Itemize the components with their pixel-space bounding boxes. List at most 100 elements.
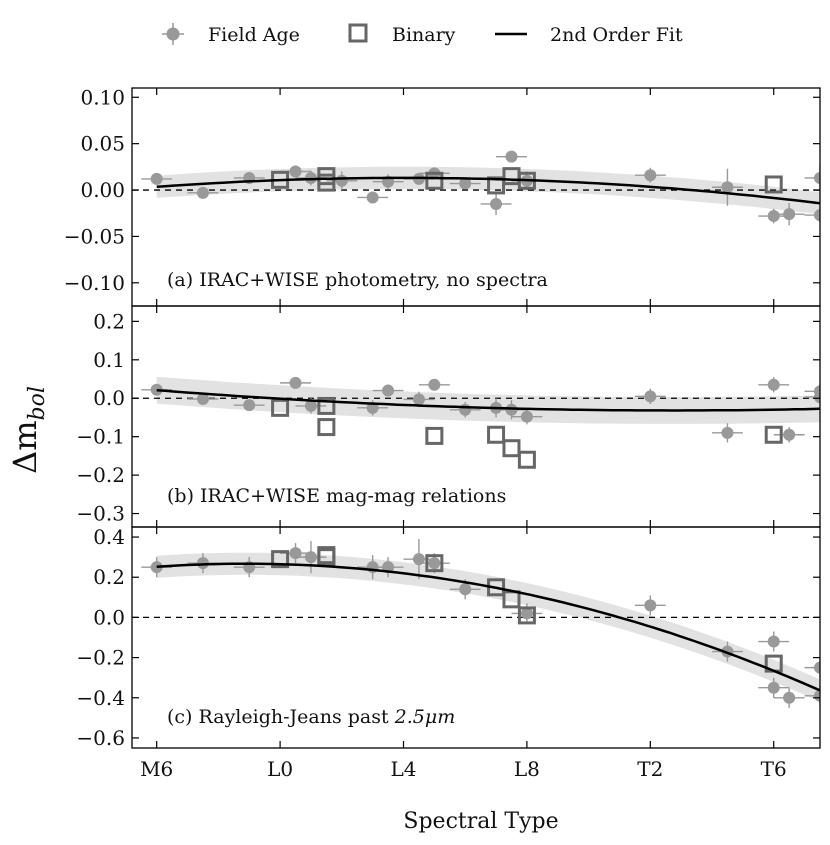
y-tick-label: −0.05 xyxy=(64,224,125,248)
field-point-marker xyxy=(428,378,441,391)
field-point-marker xyxy=(814,209,820,222)
field-point xyxy=(372,384,404,397)
field-point xyxy=(233,399,265,412)
field-point-marker xyxy=(289,376,302,389)
legend-binary-marker xyxy=(348,23,368,43)
field-point xyxy=(403,539,435,580)
binary-marker xyxy=(317,418,336,437)
field-point xyxy=(804,207,820,223)
legend-entry-fit: 2nd Order Fit xyxy=(495,24,683,46)
field-point-marker xyxy=(412,393,425,406)
y-tick-label: −0.4 xyxy=(76,686,125,710)
field-point-marker xyxy=(767,210,780,223)
binary-marker xyxy=(487,425,506,444)
field-point xyxy=(295,541,327,574)
y-tick-label: −0.2 xyxy=(76,646,125,670)
field-point xyxy=(773,687,805,708)
field-point-marker xyxy=(814,171,820,184)
field-point xyxy=(357,191,389,204)
field-point xyxy=(634,167,666,183)
field-point-marker xyxy=(721,426,734,439)
binary-marker xyxy=(517,450,536,469)
field-point-marker xyxy=(644,599,657,612)
y-tick-label: 0.2 xyxy=(93,309,125,333)
y-tick-label: 0.00 xyxy=(80,178,125,202)
y-tick-label: −0.3 xyxy=(76,502,125,526)
binary-marker xyxy=(271,398,290,417)
field-point-marker xyxy=(520,410,533,423)
field-point-marker xyxy=(490,197,503,210)
panel-c-plot-area: 0.4 0.2 0.0 −0.2 −0.4 −0.6 xyxy=(76,525,821,750)
binary-marker xyxy=(425,171,444,190)
y-tick-label: 0.0 xyxy=(93,605,125,629)
field-point-marker xyxy=(335,174,348,187)
y-tick-label: 0.10 xyxy=(80,85,125,109)
field-point-marker xyxy=(150,383,163,396)
field-point xyxy=(480,192,512,216)
panel-c-label-text: (c) Rayleigh-Jeans past xyxy=(167,706,389,728)
field-point-marker xyxy=(289,165,302,178)
panel-frame xyxy=(131,526,821,749)
y-tick-label: −0.6 xyxy=(76,726,125,750)
field-point xyxy=(141,172,173,185)
panel-c: 0.4 0.2 0.0 −0.2 −0.4 −0.6 (c) Rayleigh-Jeans… xyxy=(76,525,821,750)
field-point-marker xyxy=(459,403,472,416)
panel-b-clipped xyxy=(132,376,820,469)
y-tick-label: 0.1 xyxy=(93,348,125,372)
panel-a: 0.10 0.05 0.00 −0.05 −0.10 (a) IRAC+WISE pho… xyxy=(64,85,821,307)
binary-marker xyxy=(317,396,336,415)
field-point-marker xyxy=(814,661,820,674)
field-point xyxy=(449,177,481,190)
fit-line xyxy=(156,176,820,205)
legend-field-marker xyxy=(166,27,180,41)
field-point-marker xyxy=(644,169,657,182)
panel-c-clipped xyxy=(132,539,820,708)
field-point xyxy=(758,377,790,393)
field-point xyxy=(758,631,790,652)
y-tick-label: −0.1 xyxy=(76,425,125,449)
field-point xyxy=(804,164,820,192)
y-axis-title: Δmbol xyxy=(6,386,50,474)
y-tick-label: 0.4 xyxy=(93,525,125,549)
legend-entry-field-age: Field Age xyxy=(162,23,300,46)
field-point-marker xyxy=(783,208,796,221)
field-point xyxy=(280,376,311,389)
binary-marker xyxy=(517,606,536,625)
x-tick-label: M6 xyxy=(140,757,173,781)
field-point-marker xyxy=(304,399,317,412)
legend-label-field-age: Field Age xyxy=(208,24,300,46)
field-point-marker xyxy=(520,607,533,620)
x-tick-label: T2 xyxy=(637,757,663,781)
field-point xyxy=(712,168,743,206)
field-point-marker xyxy=(196,557,209,570)
panel-c-label: (c) Rayleigh-Jeans past 2.5μm xyxy=(167,706,455,728)
field-point-marker xyxy=(644,390,657,403)
fit-confidence-band xyxy=(156,376,820,424)
x-tick-label: L4 xyxy=(390,757,416,781)
field-point xyxy=(804,685,820,706)
field-point xyxy=(804,389,820,405)
binary-marker xyxy=(487,176,506,195)
binary-marker xyxy=(425,426,444,445)
x-tick-label: L8 xyxy=(514,757,540,781)
field-point-marker xyxy=(814,391,820,404)
binary-marker xyxy=(271,550,290,569)
field-point-marker xyxy=(505,403,518,416)
field-point-marker xyxy=(721,181,734,194)
field-point xyxy=(773,203,805,226)
field-point xyxy=(496,150,527,163)
field-point-marker xyxy=(196,186,209,199)
binary-marker xyxy=(425,554,444,573)
legend-label-fit: 2nd Order Fit xyxy=(550,24,683,46)
panel-b-label: (b) IRAC+WISE mag-mag relations xyxy=(167,485,506,507)
legend: Field Age Binary 2nd Order Fit xyxy=(162,23,683,46)
field-point xyxy=(634,595,666,616)
field-point xyxy=(773,427,805,443)
field-point xyxy=(418,378,450,391)
field-point-marker xyxy=(783,691,796,704)
field-point xyxy=(187,393,219,406)
field-point-marker xyxy=(767,635,780,648)
field-point-marker xyxy=(505,150,518,163)
x-axis-title: Spectral Type xyxy=(403,809,558,834)
